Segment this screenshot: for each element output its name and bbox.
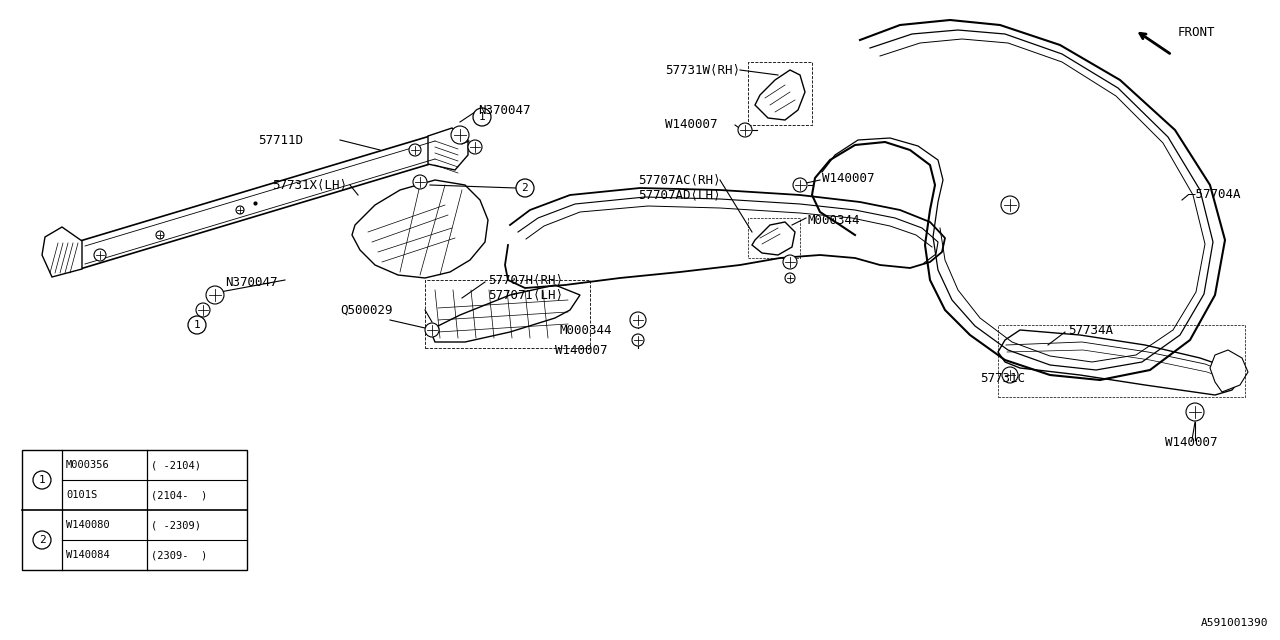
- Circle shape: [630, 312, 646, 328]
- Circle shape: [425, 323, 439, 337]
- Polygon shape: [438, 235, 458, 255]
- Polygon shape: [753, 222, 795, 255]
- Polygon shape: [352, 180, 488, 278]
- Text: 57707AC⟨RH⟩: 57707AC⟨RH⟩: [637, 173, 721, 186]
- Circle shape: [451, 126, 468, 144]
- Text: N370047: N370047: [477, 104, 530, 116]
- Circle shape: [1187, 403, 1204, 421]
- Text: W140084: W140084: [67, 550, 110, 560]
- Text: 1: 1: [479, 112, 485, 122]
- Polygon shape: [42, 227, 82, 277]
- Text: 1: 1: [38, 475, 45, 485]
- Circle shape: [739, 123, 753, 137]
- Circle shape: [236, 206, 244, 214]
- Text: 57707I⟨LH⟩: 57707I⟨LH⟩: [488, 289, 563, 301]
- Text: 57731C: 57731C: [980, 371, 1025, 385]
- Text: 57707AD⟨LH⟩: 57707AD⟨LH⟩: [637, 189, 721, 202]
- Polygon shape: [79, 136, 430, 269]
- Circle shape: [516, 179, 534, 197]
- Text: M000344: M000344: [561, 323, 613, 337]
- Circle shape: [632, 334, 644, 346]
- Text: ( -2309): ( -2309): [151, 520, 201, 530]
- Text: N370047: N370047: [225, 275, 278, 289]
- Text: W140007: W140007: [1165, 435, 1217, 449]
- Text: 57731W⟨RH⟩: 57731W⟨RH⟩: [666, 63, 740, 77]
- Polygon shape: [430, 285, 580, 342]
- Circle shape: [468, 140, 483, 154]
- Text: W140007: W140007: [556, 344, 608, 356]
- Circle shape: [93, 249, 106, 261]
- Text: —57704A: —57704A: [1188, 189, 1240, 202]
- Text: Q500029: Q500029: [340, 303, 393, 317]
- Text: 1: 1: [193, 320, 201, 330]
- Polygon shape: [419, 222, 440, 242]
- Text: FRONT: FRONT: [1178, 26, 1216, 38]
- Text: 57731X⟨LH⟩: 57731X⟨LH⟩: [273, 179, 347, 191]
- Text: 57734A: 57734A: [1068, 323, 1114, 337]
- Polygon shape: [1210, 350, 1248, 392]
- Text: 57711D: 57711D: [259, 134, 303, 147]
- Circle shape: [33, 531, 51, 549]
- Text: ( -2104): ( -2104): [151, 460, 201, 470]
- Circle shape: [156, 231, 164, 239]
- Circle shape: [413, 175, 428, 189]
- Circle shape: [783, 255, 797, 269]
- Text: W140007: W140007: [822, 172, 874, 184]
- Text: 0101S: 0101S: [67, 490, 97, 500]
- Circle shape: [1001, 196, 1019, 214]
- Circle shape: [410, 144, 421, 156]
- Circle shape: [474, 108, 492, 126]
- Text: 57707H⟨RH⟩: 57707H⟨RH⟩: [488, 273, 563, 287]
- Circle shape: [33, 471, 51, 489]
- Circle shape: [196, 303, 210, 317]
- Text: (2104-  ): (2104- ): [151, 490, 207, 500]
- Text: 2: 2: [38, 535, 45, 545]
- Circle shape: [785, 273, 795, 283]
- Circle shape: [1002, 367, 1018, 383]
- Text: W140007: W140007: [666, 118, 718, 131]
- Circle shape: [794, 178, 806, 192]
- Text: M000344: M000344: [808, 214, 860, 227]
- Polygon shape: [755, 70, 805, 120]
- Circle shape: [206, 286, 224, 304]
- Text: W140080: W140080: [67, 520, 110, 530]
- Circle shape: [188, 316, 206, 334]
- Text: M000356: M000356: [67, 460, 110, 470]
- Polygon shape: [428, 128, 468, 170]
- Bar: [22, 450, 247, 570]
- Text: (2309-  ): (2309- ): [151, 550, 207, 560]
- Polygon shape: [998, 330, 1240, 395]
- Text: 2: 2: [522, 183, 529, 193]
- Text: A591001390: A591001390: [1201, 618, 1268, 628]
